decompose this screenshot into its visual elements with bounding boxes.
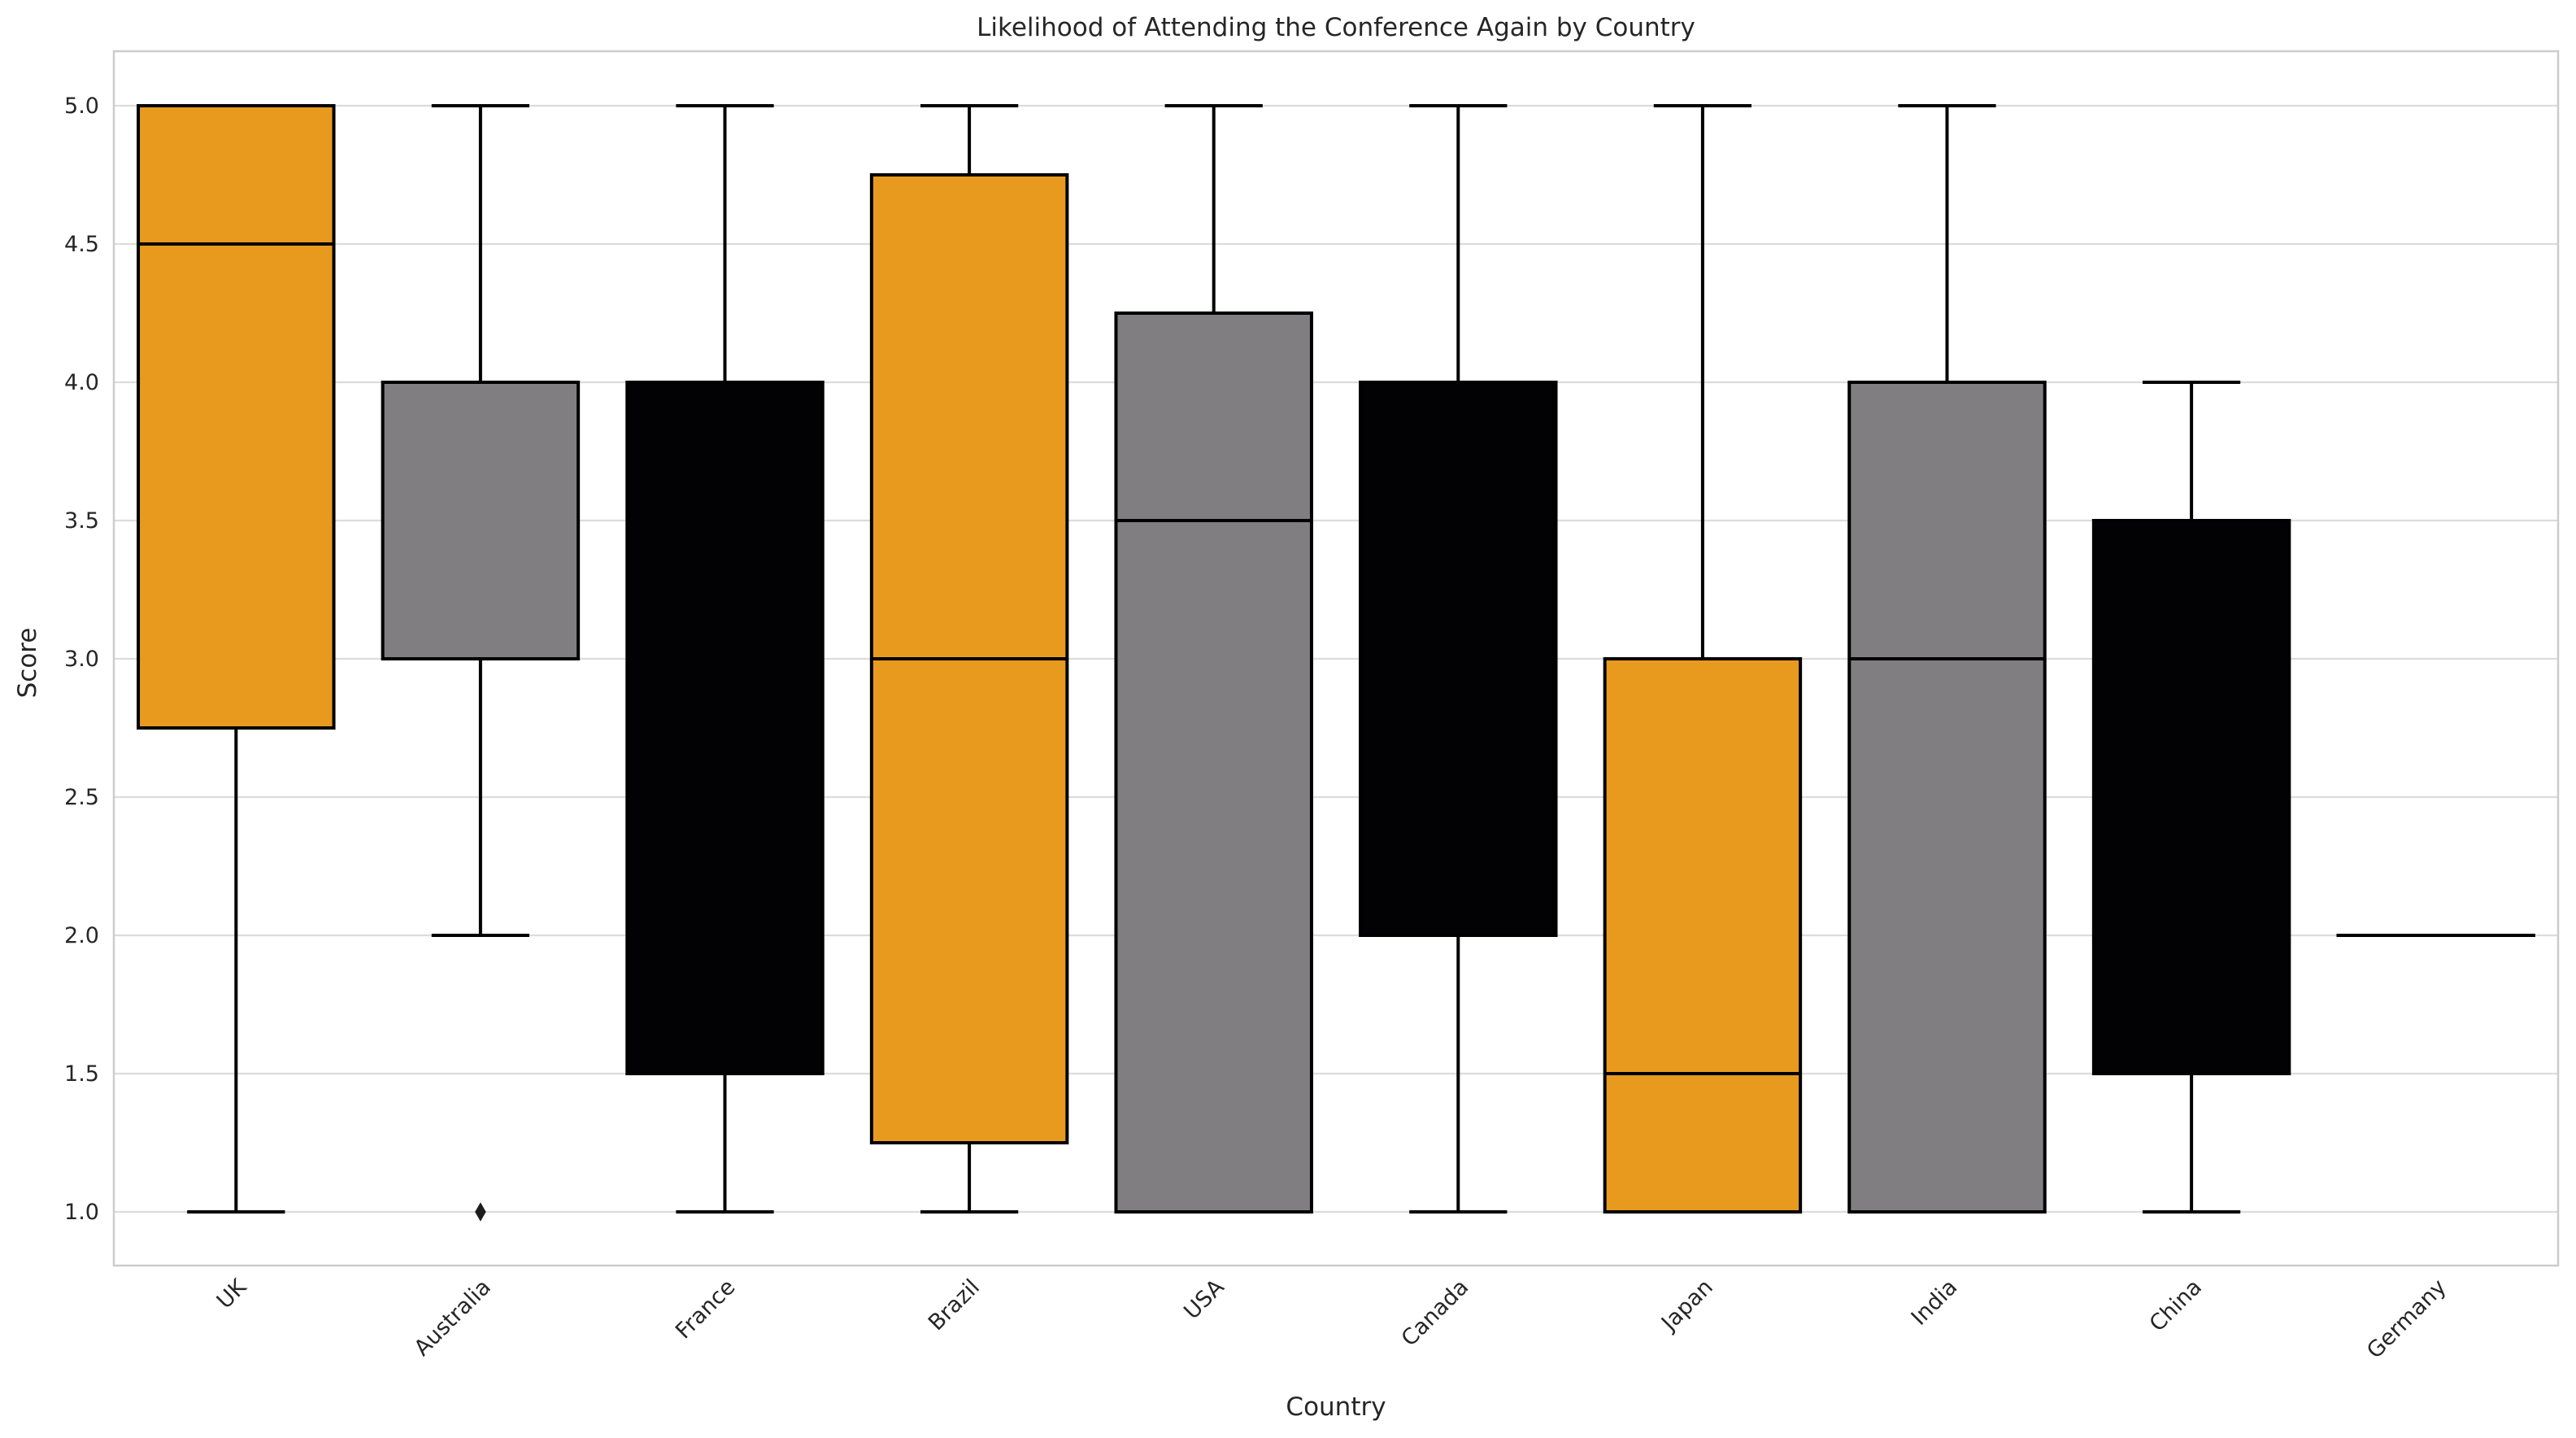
y-tick-label: 4.5 <box>64 232 99 257</box>
outlier-point <box>475 1202 486 1222</box>
x-tick-label: Japan <box>1656 1275 1718 1337</box>
y-tick-labels: 1.0 1.5 2.0 2.5 3.0 3.5 4.0 4.5 5.0 <box>64 94 99 1225</box>
x-tick-labels: UK Australia France Brazil USA Canada Japan Ind… <box>212 1274 2452 1364</box>
iqr-box <box>1114 312 1313 1214</box>
box-china <box>2091 381 2291 1214</box>
box-australia <box>381 104 581 1222</box>
iqr-box <box>1359 381 1558 937</box>
y-axis-label: Score <box>13 628 42 699</box>
iqr-box <box>381 381 581 660</box>
x-tick-label: Germany <box>2362 1275 2452 1364</box>
y-tick-label: 2.0 <box>64 923 99 948</box>
y-tick-label: 2.5 <box>64 785 99 810</box>
x-tick-label: Canada <box>1397 1275 1474 1352</box>
box-canada <box>1359 104 1558 1214</box>
x-tick-label: France <box>671 1275 740 1344</box>
x-tick-label: Brazil <box>924 1275 985 1336</box>
box-india <box>1847 104 2047 1214</box>
box-series <box>137 104 2535 1222</box>
x-tick-label: China <box>2145 1275 2207 1336</box>
x-tick-label: Australia <box>409 1275 495 1361</box>
iqr-box <box>137 104 336 730</box>
y-tick-label: 5.0 <box>64 94 99 119</box>
x-tick-label: India <box>1907 1275 1963 1331</box>
box-brazil <box>869 104 1069 1214</box>
x-axis-label: Country <box>1286 1392 1386 1422</box>
x-tick-label: UK <box>212 1274 252 1314</box>
y-tick-label: 3.5 <box>64 508 99 534</box>
x-tick-label: USA <box>1179 1275 1229 1325</box>
iqr-box <box>2091 519 2291 1075</box>
box-uk <box>137 104 336 1214</box>
iqr-box <box>1603 657 1803 1214</box>
chart-title: Likelihood of Attending the Conference A… <box>977 13 1695 42</box>
y-tick-label: 1.5 <box>64 1061 99 1087</box>
y-tick-label: 1.0 <box>64 1200 99 1225</box>
iqr-box <box>1847 381 2047 1214</box>
box-usa <box>1114 104 1313 1214</box>
iqr-box <box>625 381 825 1075</box>
y-tick-label: 4.0 <box>64 370 99 395</box>
box-japan <box>1603 104 1803 1214</box>
y-tick-label: 3.0 <box>64 647 99 672</box>
box-france <box>625 104 825 1214</box>
plot-frame <box>112 50 2560 1267</box>
